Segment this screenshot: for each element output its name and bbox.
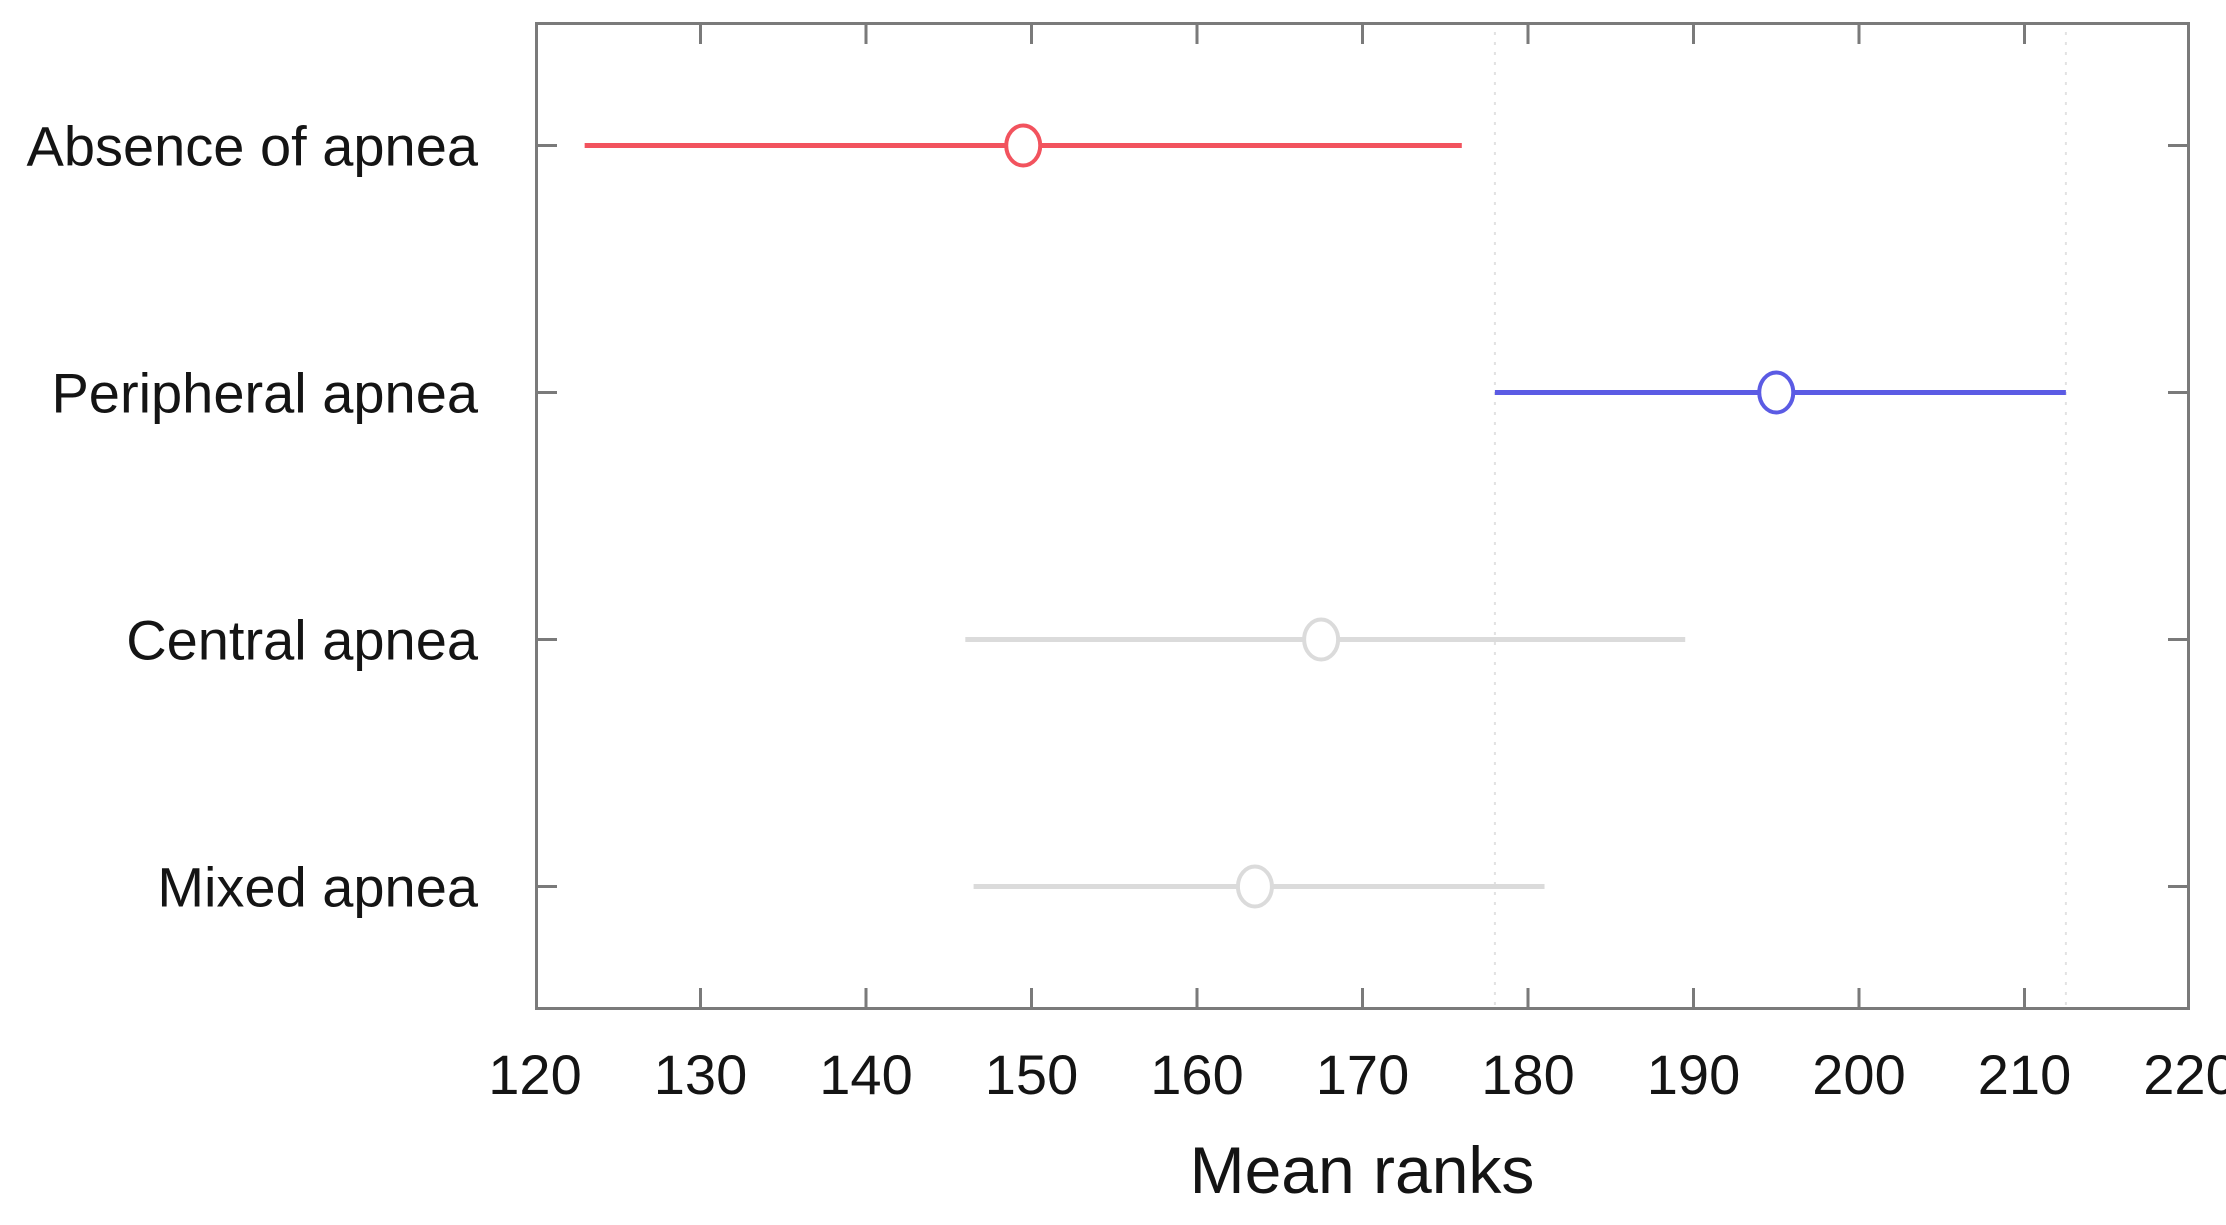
x-tick-label-180: 180 [1481, 1043, 1575, 1106]
mean-marker-mixed-apnea [1235, 864, 1274, 909]
y-tick-label-central-apnea: Central apnea [126, 608, 478, 671]
y-tick-label-absence-of-apnea: Absence of apnea [26, 114, 478, 177]
x-tick-label-210: 210 [1977, 1043, 2072, 1106]
mean-marker-peripheral-apnea [1757, 370, 1796, 415]
x-tick-label-140: 140 [819, 1043, 913, 1106]
x-tick-label-200: 200 [1812, 1043, 1906, 1106]
mean-marker-absence-of-apnea [1004, 123, 1043, 168]
x-tick-label-120: 120 [488, 1043, 582, 1106]
plot-canvas [535, 22, 2190, 1010]
x-tick-label-190: 190 [1646, 1043, 1741, 1106]
y-tick-label-peripheral-apnea: Peripheral apnea [51, 361, 478, 424]
axes-box [535, 22, 2190, 1010]
x-tick-label-160: 160 [1150, 1043, 1244, 1106]
y-tick-label-mixed-apnea: Mixed apnea [157, 855, 478, 918]
x-tick-label-130: 130 [653, 1043, 748, 1106]
x-axis-title: Mean ranks [1189, 1133, 1535, 1207]
x-tick-label-170: 170 [1315, 1043, 1410, 1106]
x-tick-label-150: 150 [984, 1043, 1079, 1106]
plot-area [535, 22, 2190, 1010]
x-tick-label-220: 220 [2143, 1043, 2226, 1106]
mean-marker-central-apnea [1302, 617, 1341, 662]
